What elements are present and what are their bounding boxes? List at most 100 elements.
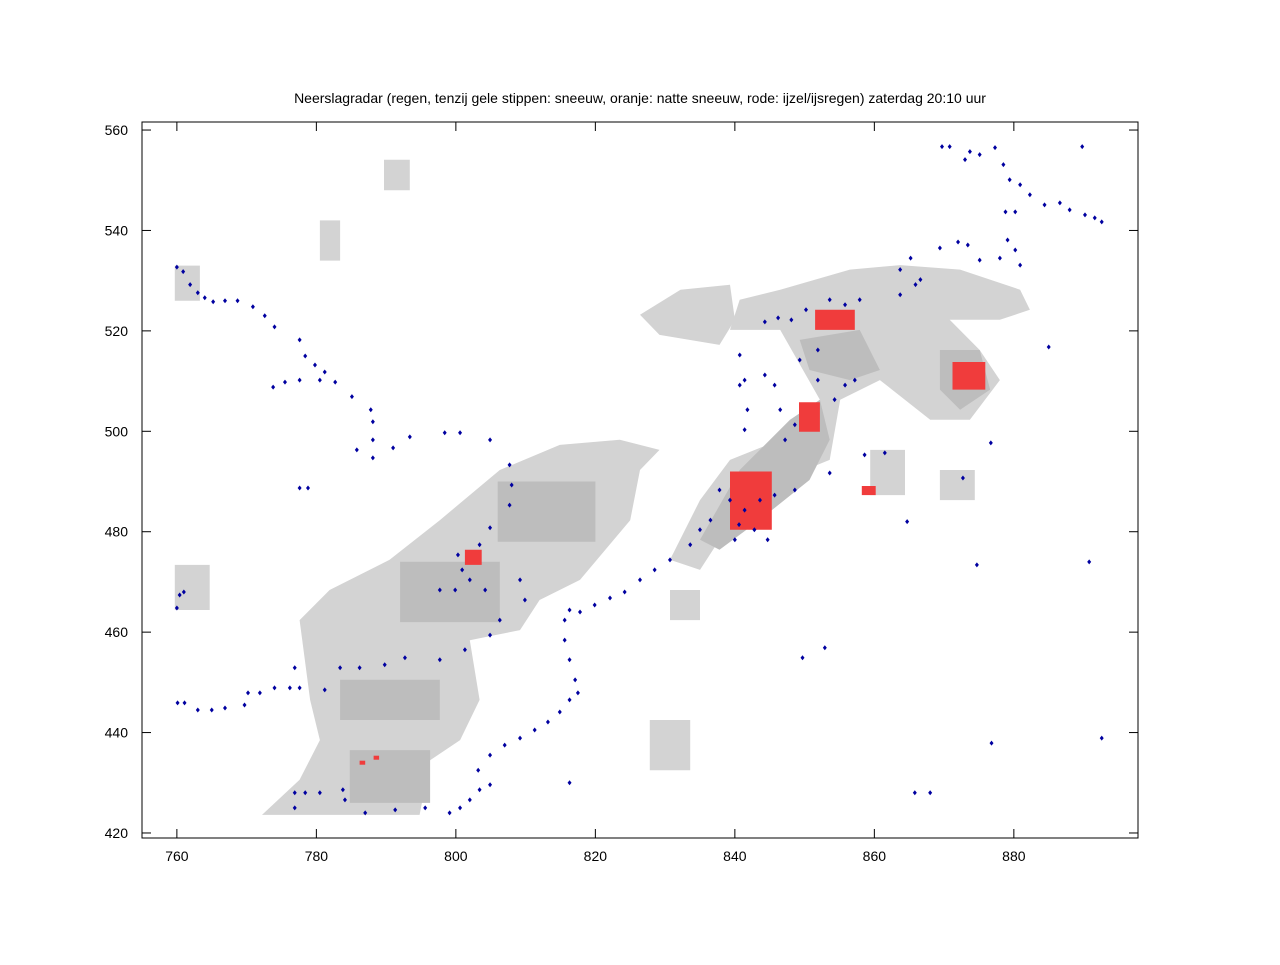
point [1057,200,1062,206]
point [1003,209,1008,215]
point [827,297,832,303]
point [437,657,442,663]
point [997,255,1002,261]
point [272,685,277,691]
point [783,437,788,443]
point [507,462,512,468]
point [250,304,255,310]
point [175,700,180,706]
point [989,740,994,746]
point [977,257,982,263]
precip-region [861,486,876,496]
y-tick-label: 520 [105,323,129,339]
point [1001,162,1006,168]
point [797,357,802,363]
y-tick-label: 480 [105,524,129,540]
point [455,552,460,558]
chart-title: Neerslagradar (regen, tenzij gele stippe… [294,90,986,106]
point [792,422,797,428]
x-tick-label: 840 [723,848,747,864]
point [1013,247,1018,253]
point [912,790,917,796]
precip-region [799,329,880,381]
plot-area [174,144,1104,816]
point [462,647,467,653]
precip-region [464,549,482,565]
point [898,292,903,298]
point [918,277,923,283]
point [458,805,463,811]
point [488,782,493,788]
point [960,475,965,481]
point [1013,209,1018,215]
point [940,144,945,150]
point [262,313,267,319]
point [209,707,214,713]
point [282,379,287,385]
point [908,255,913,261]
point [257,690,262,696]
y-tick-label: 540 [105,222,129,238]
point [509,482,514,488]
point [292,805,297,811]
point [303,790,308,796]
point [974,562,979,568]
point [608,595,613,601]
point [467,577,472,583]
point [297,485,302,491]
y-tick-label: 440 [105,725,129,741]
point [317,377,322,383]
precip-region [640,284,735,345]
point [937,245,942,251]
point [174,605,179,611]
point [732,537,737,543]
point [177,592,182,598]
point [742,377,747,383]
point [242,702,247,708]
point [592,602,597,608]
precip-region [349,750,431,803]
point [1099,735,1104,741]
point [303,353,308,359]
point [993,145,998,151]
point [1027,192,1032,198]
point [382,662,387,668]
point [717,487,722,493]
point [737,522,742,528]
point [338,665,343,671]
point [271,384,276,390]
point [370,455,375,461]
point [370,437,375,443]
point [789,317,794,323]
point [567,697,572,703]
precip-region [952,362,986,390]
point [458,430,463,436]
precip-region [359,760,366,765]
point [772,382,777,388]
point [477,787,482,793]
point [182,700,187,706]
point [357,665,362,671]
point [1018,262,1023,268]
point [1092,215,1097,221]
point [638,577,642,583]
point [211,299,216,305]
point [800,655,805,661]
point [815,347,820,353]
point [391,445,396,451]
point [181,589,186,595]
point [322,687,327,693]
point [977,152,982,158]
point [363,810,368,816]
point [792,487,797,493]
point [195,707,200,713]
point [349,394,354,400]
point [772,492,777,498]
point [460,567,465,573]
point [965,242,970,248]
point [317,790,322,796]
point [423,805,428,811]
point [742,507,747,513]
point [905,519,910,525]
